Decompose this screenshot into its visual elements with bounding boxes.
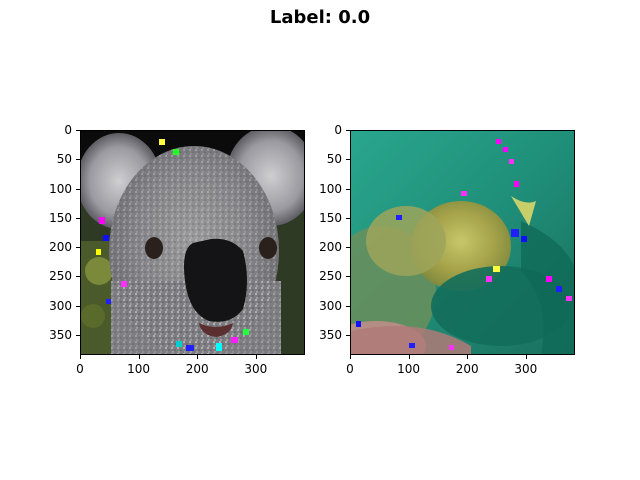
- y-tick-mark: [346, 217, 350, 219]
- x-tick-label: 0: [76, 362, 84, 376]
- x-tick-label: 0: [346, 362, 354, 376]
- x-tick-label: 300: [244, 362, 268, 376]
- left-image-panel: [80, 130, 305, 355]
- x-tick-mark: [197, 355, 199, 359]
- x-tick-label: 300: [514, 362, 538, 376]
- y-tick-label: 300: [49, 298, 72, 313]
- y-tick-label: 350: [49, 328, 72, 343]
- y-tick-label: 300: [319, 298, 342, 313]
- x-tick-mark: [467, 355, 469, 359]
- y-tick-label: 150: [49, 210, 72, 225]
- y-tick-label: 0: [334, 123, 342, 137]
- right-image-panel: [350, 130, 575, 355]
- y-tick-label: 250: [49, 269, 72, 284]
- abstract-image: [351, 131, 574, 354]
- y-tick-mark: [346, 247, 350, 249]
- y-tick-label: 100: [319, 181, 342, 196]
- y-tick-mark: [76, 335, 80, 337]
- y-tick-mark: [76, 217, 80, 219]
- y-tick-mark: [76, 159, 80, 161]
- y-tick-label: 350: [319, 328, 342, 343]
- koala-image: [81, 131, 304, 354]
- x-tick-label: 100: [127, 362, 151, 376]
- x-tick-mark: [408, 355, 410, 359]
- x-tick-mark: [80, 355, 81, 359]
- y-tick-label: 50: [326, 152, 342, 167]
- y-tick-label: 0: [64, 123, 72, 137]
- x-tick-mark: [138, 355, 140, 359]
- y-tick-mark: [76, 305, 80, 307]
- y-tick-mark: [346, 159, 350, 161]
- x-tick-mark: [525, 355, 527, 359]
- y-tick-mark: [346, 305, 350, 307]
- y-tick-label: 150: [319, 210, 342, 225]
- y-tick-label: 250: [319, 269, 342, 284]
- y-tick-mark: [76, 188, 80, 190]
- y-tick-mark: [76, 130, 80, 131]
- y-tick-mark: [346, 188, 350, 190]
- y-tick-label: 100: [49, 181, 72, 196]
- x-tick-label: 100: [397, 362, 421, 376]
- x-tick-mark: [350, 355, 351, 359]
- figure-title: Label: 0.0: [269, 7, 371, 28]
- x-tick-label: 200: [455, 362, 479, 376]
- y-tick-mark: [76, 247, 80, 249]
- y-tick-label: 50: [56, 152, 72, 167]
- x-tick-label: 200: [185, 362, 209, 376]
- y-tick-mark: [346, 130, 350, 131]
- y-tick-label: 200: [49, 240, 72, 255]
- y-tick-label: 200: [319, 240, 342, 255]
- y-tick-mark: [346, 335, 350, 337]
- y-tick-mark: [346, 276, 350, 278]
- x-tick-mark: [255, 355, 257, 359]
- y-tick-mark: [76, 276, 80, 278]
